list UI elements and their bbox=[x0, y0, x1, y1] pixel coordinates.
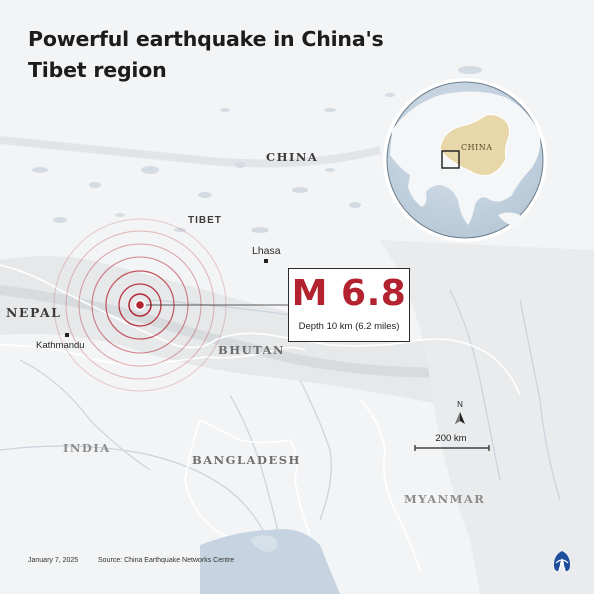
city-kathmandu: Kathmandu bbox=[36, 340, 85, 351]
scale-bar bbox=[414, 445, 490, 451]
epicenter-icon bbox=[134, 299, 146, 311]
globe-label-china: CHINA bbox=[461, 143, 493, 152]
locator-globe bbox=[383, 78, 547, 242]
lhasa-marker bbox=[264, 259, 268, 263]
footer-source: Source: China Earthquake Networks Centre bbox=[98, 557, 235, 564]
aa-logo-icon bbox=[554, 551, 570, 572]
label-china: CHINA bbox=[266, 150, 319, 164]
kathmandu-marker bbox=[65, 333, 69, 337]
location-box bbox=[441, 150, 460, 169]
label-india: INDIA bbox=[63, 441, 111, 455]
magnitude-callout: M 6.8 Depth 10 km (6.2 miles) bbox=[288, 268, 410, 342]
magnitude-value: M 6.8 bbox=[291, 273, 407, 314]
label-bhutan: BHUTAN bbox=[218, 343, 285, 357]
page-title: Powerful earthquake in China's Tibet reg… bbox=[28, 27, 384, 82]
scale-label: 200 km bbox=[435, 433, 467, 444]
north-label: N bbox=[457, 400, 463, 409]
label-myanmar: MYANMAR bbox=[404, 492, 486, 506]
city-lhasa: Lhasa bbox=[252, 245, 281, 257]
depth-value: Depth 10 km (6.2 miles) bbox=[298, 321, 400, 332]
label-bangladesh: BANGLADESH bbox=[192, 453, 301, 467]
north-arrow-icon bbox=[455, 412, 465, 424]
footer-date: January 7, 2025 bbox=[28, 557, 79, 564]
label-nepal: NEPAL bbox=[6, 305, 62, 320]
label-tibet: TIBET bbox=[188, 215, 222, 226]
